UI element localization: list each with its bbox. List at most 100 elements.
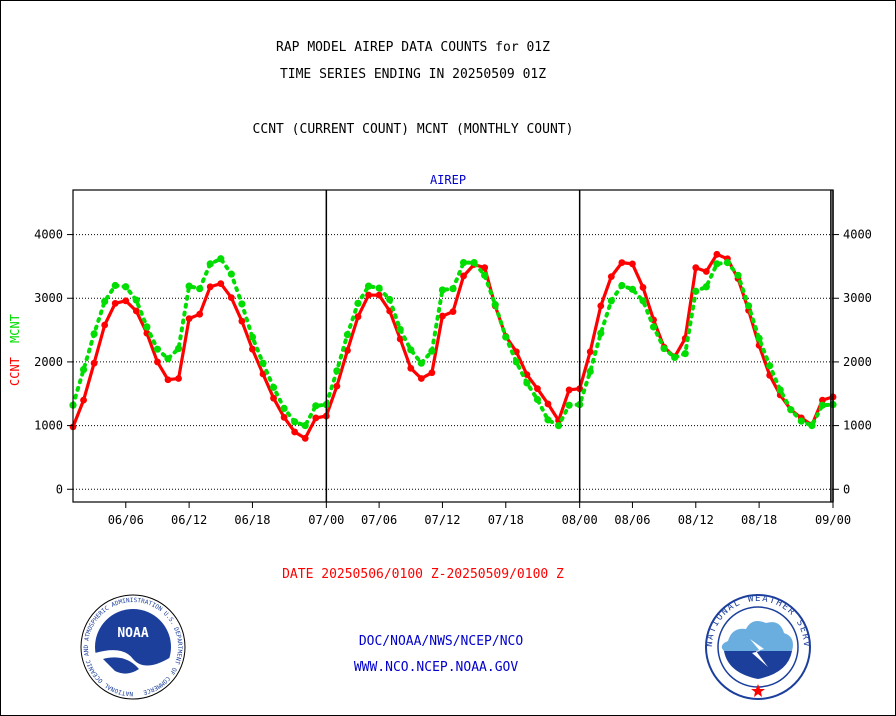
chart-title-line2: TIME SERIES ENDING IN 20250509 01Z bbox=[280, 67, 546, 82]
point-ccnt bbox=[270, 394, 277, 402]
point-mcnt bbox=[491, 301, 499, 309]
point-mcnt bbox=[196, 285, 204, 293]
x-tick-label: 08/12 bbox=[678, 513, 714, 527]
x-tick-label: 08/06 bbox=[614, 513, 650, 527]
point-mcnt bbox=[153, 345, 162, 353]
point-mcnt bbox=[269, 383, 278, 391]
axis-layer: 0 0 1000 1000 2000 2000 3000 3000 4000 4000 06/06 0… bbox=[34, 189, 872, 527]
point-mcnt bbox=[597, 329, 605, 337]
point-ccnt bbox=[702, 268, 710, 275]
point-mcnt bbox=[238, 300, 246, 308]
y-tick-label-left: 0 bbox=[56, 482, 63, 496]
point-ccnt bbox=[122, 297, 130, 305]
x-tick-label: 07/18 bbox=[488, 513, 524, 527]
x-tick-label: 08/00 bbox=[562, 513, 598, 527]
point-mcnt bbox=[407, 346, 415, 354]
point-ccnt bbox=[460, 272, 467, 280]
y-tick-label-right: 2000 bbox=[843, 355, 872, 369]
x-tick-label: 09/00 bbox=[815, 513, 851, 527]
point-mcnt bbox=[227, 270, 235, 278]
point-mcnt bbox=[649, 323, 658, 331]
point-mcnt bbox=[681, 350, 689, 358]
point-ccnt bbox=[586, 348, 594, 356]
point-ccnt bbox=[90, 359, 98, 367]
point-mcnt bbox=[143, 323, 151, 331]
point-mcnt bbox=[628, 285, 637, 293]
point-mcnt bbox=[354, 299, 362, 307]
point-mcnt bbox=[217, 255, 225, 263]
point-ccnt bbox=[164, 376, 172, 384]
point-ccnt bbox=[534, 385, 541, 393]
point-mcnt bbox=[375, 284, 383, 292]
chart-title-line1: RAP MODEL AIREP DATA COUNTS for 01Z bbox=[276, 40, 550, 55]
point-mcnt bbox=[787, 406, 795, 414]
point-ccnt bbox=[639, 284, 647, 291]
noaa-logo: NOAA NATIONAL OCEANIC AND ATMOSPHERIC AD… bbox=[80, 594, 186, 700]
point-mcnt bbox=[818, 401, 827, 409]
point-ccnt bbox=[713, 250, 721, 258]
ylabel-mcnt: MCNT bbox=[8, 314, 22, 343]
point-ccnt bbox=[428, 369, 436, 377]
point-ccnt bbox=[607, 273, 615, 280]
point-ccnt bbox=[565, 386, 573, 394]
point-mcnt bbox=[586, 367, 594, 376]
y-tick-label-right: 4000 bbox=[843, 228, 872, 242]
noaa-logo-text: NOAA bbox=[117, 626, 148, 641]
point-mcnt bbox=[259, 359, 267, 367]
point-mcnt bbox=[185, 282, 193, 290]
plot-frame bbox=[72, 189, 834, 503]
point-mcnt bbox=[301, 421, 309, 430]
point-mcnt bbox=[438, 286, 447, 294]
point-mcnt bbox=[533, 395, 542, 404]
point-ccnt bbox=[196, 310, 204, 318]
point-mcnt bbox=[808, 421, 816, 430]
x-tick-label: 07/06 bbox=[361, 513, 397, 527]
point-ccnt bbox=[175, 375, 182, 382]
point-mcnt bbox=[481, 271, 489, 279]
point-mcnt bbox=[660, 344, 668, 353]
point-ccnt bbox=[365, 291, 372, 299]
x-tick-label: 06/18 bbox=[234, 513, 270, 527]
x-tick-label: 08/18 bbox=[741, 513, 777, 527]
point-mcnt bbox=[396, 325, 404, 334]
point-mcnt bbox=[333, 367, 341, 375]
point-mcnt bbox=[417, 359, 425, 367]
point-mcnt bbox=[470, 258, 478, 267]
point-ccnt bbox=[354, 313, 362, 321]
point-ccnt bbox=[523, 371, 531, 379]
point-mcnt bbox=[343, 330, 352, 339]
point-ccnt bbox=[375, 291, 383, 299]
point-mcnt bbox=[565, 401, 573, 409]
point-mcnt bbox=[79, 365, 88, 374]
nws-logo: NATIONAL WEATHER SERVICE bbox=[705, 594, 811, 700]
y-tick-label-right: 0 bbox=[843, 482, 850, 496]
point-mcnt bbox=[459, 258, 468, 267]
point-mcnt bbox=[713, 260, 721, 268]
point-ccnt bbox=[101, 321, 109, 329]
point-ccnt bbox=[217, 280, 225, 287]
x-tick-label: 07/12 bbox=[424, 513, 460, 527]
point-mcnt bbox=[744, 302, 753, 310]
y-tick-label-left: 4000 bbox=[34, 228, 63, 242]
grid-layer bbox=[73, 234, 833, 490]
point-mcnt bbox=[702, 283, 710, 291]
point-mcnt bbox=[502, 333, 510, 341]
point-ccnt bbox=[396, 335, 404, 343]
point-ccnt bbox=[449, 308, 457, 316]
point-mcnt bbox=[386, 295, 394, 304]
point-mcnt bbox=[554, 421, 563, 430]
footer-org: DOC/NOAA/NWS/NCEP/NCO bbox=[359, 634, 524, 649]
y-tick-label-right: 3000 bbox=[843, 291, 872, 305]
y-tick-label-left: 2000 bbox=[34, 355, 63, 369]
point-ccnt bbox=[692, 264, 700, 272]
point-mcnt bbox=[122, 283, 130, 291]
ylabel-ccnt: CCNT bbox=[8, 357, 22, 386]
date-range: DATE 20250506/0100 Z-20250509/0100 Z bbox=[282, 567, 564, 582]
point-ccnt bbox=[597, 302, 605, 310]
y-tick-label-left: 3000 bbox=[34, 291, 63, 305]
point-mcnt bbox=[164, 355, 172, 363]
point-ccnt bbox=[439, 312, 446, 320]
point-ccnt bbox=[291, 428, 299, 436]
x-tick-label: 07/00 bbox=[308, 513, 344, 527]
